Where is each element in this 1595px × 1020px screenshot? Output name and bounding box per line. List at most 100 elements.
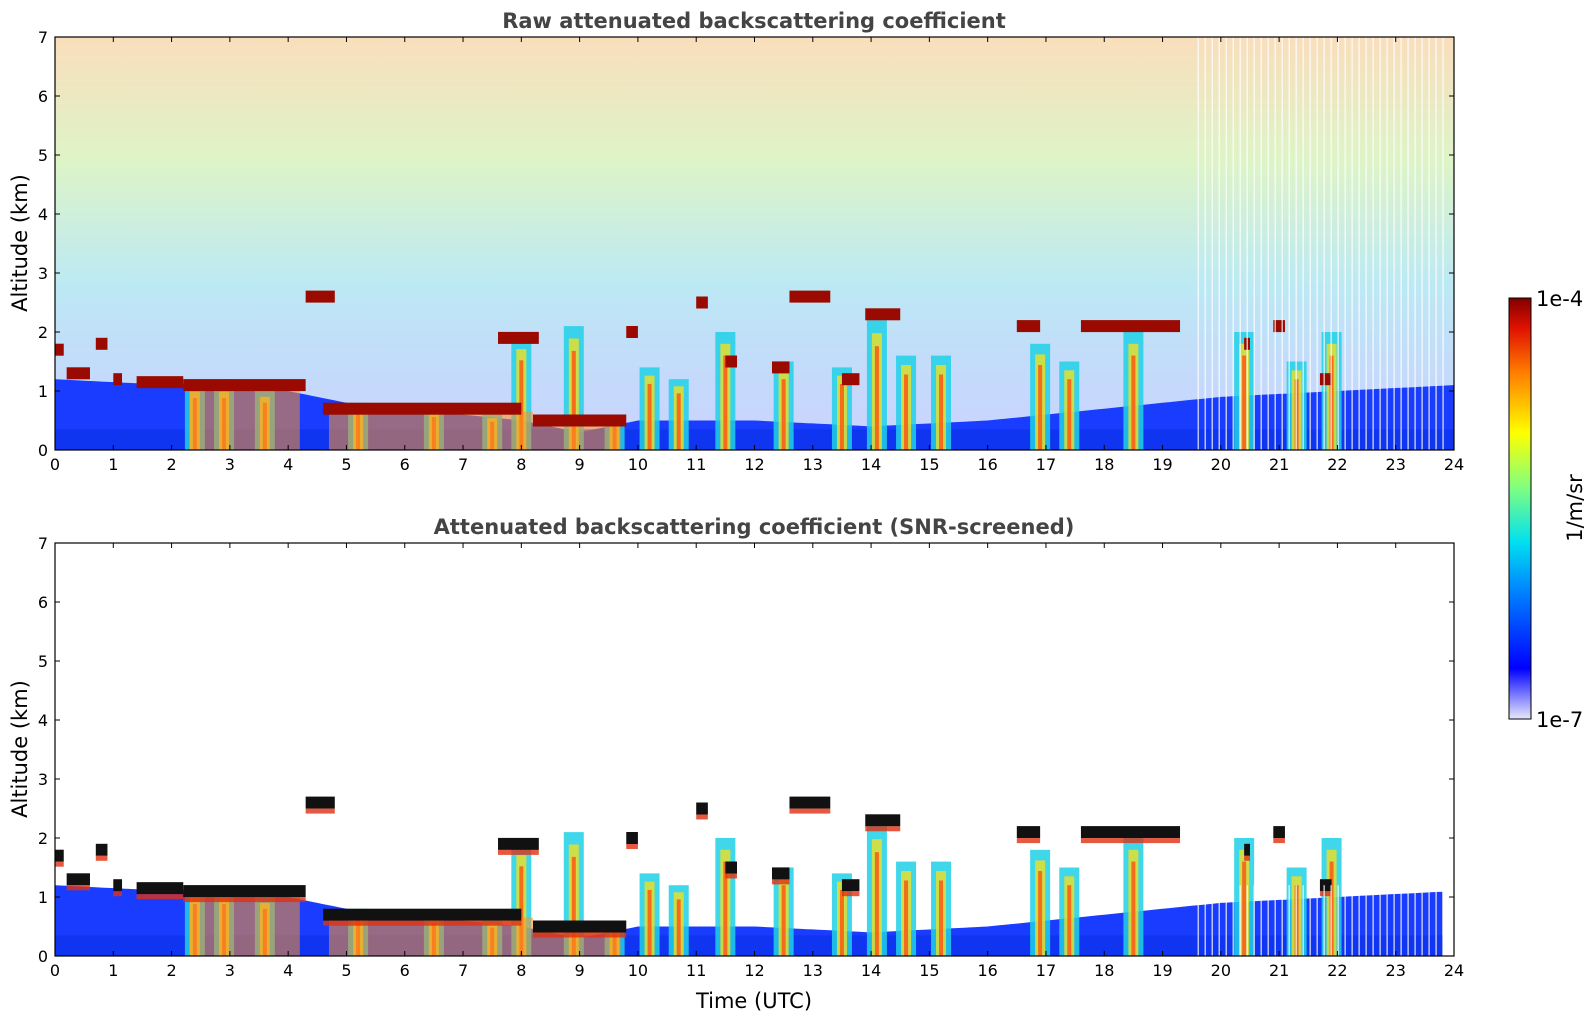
cloud-layer-fringe (136, 894, 184, 900)
precip-shaft-core (1131, 861, 1136, 956)
y-tick-label: 0 (38, 441, 48, 460)
data-gap-stripe (1204, 37, 1207, 450)
cloud-layer (1080, 826, 1181, 839)
precip-band (532, 426, 621, 450)
data-gap-stripe (1372, 885, 1374, 956)
x-tick-label: 20 (1211, 455, 1231, 474)
precip-shaft-core (874, 346, 879, 450)
y-tick-label: 6 (38, 87, 48, 106)
cloud-layer (95, 843, 108, 856)
precip-shaft-core (676, 899, 681, 956)
x-tick-label: 4 (283, 961, 293, 980)
cloud-layer (113, 879, 123, 892)
data-gap-stripe (1253, 885, 1255, 956)
x-tick-label: 19 (1152, 455, 1172, 474)
precip-shaft (1123, 332, 1144, 450)
cloud-layer (1016, 826, 1041, 839)
data-gap-stripe (1337, 885, 1339, 956)
y-tick-label: 5 (38, 146, 48, 165)
x-tick-label: 15 (919, 961, 939, 980)
data-gap-stripe (1358, 885, 1360, 956)
precip-shaft (668, 885, 689, 956)
data-gap-stripe (1295, 885, 1297, 956)
precip-shaft-core (676, 393, 681, 450)
data-gap-stripe (1239, 885, 1241, 956)
precip-shaft (1030, 849, 1051, 956)
precip-shaft-core (874, 852, 879, 956)
x-tick-label: 12 (744, 455, 764, 474)
cloud-layer (771, 867, 790, 880)
data-gap-stripe (1323, 37, 1325, 450)
precip-shaft-core (1067, 379, 1072, 450)
precip-shaft-core (1242, 861, 1247, 956)
data-gap-stripe (1302, 37, 1304, 450)
cloud-layer-fringe (532, 932, 627, 938)
y-tick-label: 1 (38, 382, 48, 401)
data-gap-stripe (1260, 885, 1262, 956)
data-gap-stripe (1414, 37, 1416, 450)
data-gap-stripe (1365, 37, 1367, 450)
data-gap-stripe (1211, 885, 1214, 956)
data-gap-stripe (1281, 37, 1283, 450)
cloud-layer (136, 882, 184, 895)
data-gap-stripe (1407, 885, 1409, 956)
y-tick-label: 4 (38, 205, 48, 224)
precip-shaft (1234, 332, 1255, 450)
precip-shaft-core (839, 889, 844, 956)
cloud-layer (305, 796, 335, 809)
precip-shaft-core (839, 383, 844, 450)
data-gap-stripe (1365, 885, 1367, 956)
cloud-layer (66, 873, 90, 886)
precip-shaft (1059, 867, 1080, 956)
x-tick-label: 14 (861, 455, 881, 474)
y-tick-label: 1 (38, 888, 48, 907)
cloud-layer-fringe (1016, 838, 1041, 844)
data-gap-stripe (1239, 37, 1241, 450)
x-tick-label: 19 (1152, 961, 1172, 980)
data-gap-stripe (1358, 37, 1360, 450)
panel-2-title: Attenuated backscattering coefficient (S… (434, 515, 1075, 539)
precip-shaft (639, 367, 660, 450)
precip-shaft-core (939, 374, 944, 450)
x-tick-label: 16 (977, 455, 997, 474)
precip-shaft (896, 861, 917, 956)
precip-shaft (931, 355, 952, 450)
data-gap-stripe (1197, 37, 1200, 450)
precip-shaft-core (1242, 355, 1247, 450)
y-tick-label: 7 (38, 28, 48, 47)
x-tick-label: 17 (1036, 455, 1056, 474)
data-gap-stripe (1281, 885, 1283, 956)
x-tick-label: 21 (1269, 961, 1289, 980)
cloud-layer (305, 290, 335, 303)
cloud-layer-fringe (323, 920, 522, 926)
data-gap-stripe (1197, 885, 1200, 956)
x-tick-label: 8 (516, 961, 526, 980)
precip-shaft (1123, 838, 1144, 956)
precip-shaft (866, 826, 887, 956)
precip-shaft (639, 873, 660, 956)
colorbar-max-label: 1e-4 (1536, 287, 1583, 311)
cloud-layer (498, 331, 539, 344)
cloud-layer-fringe (771, 879, 790, 885)
data-gap-stripe (1379, 37, 1381, 450)
data-gap-stripe (1372, 37, 1374, 450)
x-tick-label: 13 (803, 455, 823, 474)
cloud-layer (865, 814, 901, 827)
precip-shaft-core (939, 880, 944, 956)
data-gap-stripe (1232, 885, 1234, 956)
colorbar: 1e-4 1e-7 1/m/sr (1508, 287, 1587, 732)
precip-shaft-core (571, 856, 576, 956)
precip-shaft (866, 320, 887, 450)
colorbar-min-label: 1e-7 (1536, 708, 1583, 732)
cloud-layer (532, 414, 627, 427)
cloud-layer-fringe (66, 885, 90, 891)
panel-2-data (55, 796, 1443, 956)
cloud-layer-fringe (1080, 838, 1181, 844)
precip-shaft-core (781, 379, 786, 450)
x-tick-label: 6 (400, 961, 410, 980)
data-gap-stripe (1204, 885, 1207, 956)
x-tick-label: 10 (628, 961, 648, 980)
y-tick-label: 0 (38, 947, 48, 966)
precip-shaft-core (571, 350, 576, 450)
data-gap-stripe (1400, 37, 1402, 450)
